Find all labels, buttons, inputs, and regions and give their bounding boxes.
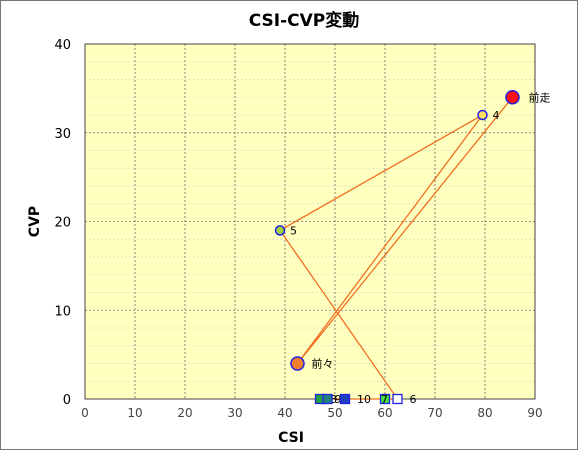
point-label: 10 [357,393,371,406]
point-marker [339,393,351,405]
x-tick-label: 20 [177,406,192,420]
plot-border [84,43,536,400]
x-tick-label: 0 [81,406,89,420]
x-tick-label: 90 [527,406,542,420]
point-marker [274,225,286,236]
x-tick-label: 60 [377,406,392,420]
point-label: 4 [493,109,500,122]
point-marker [379,393,391,405]
x-axis-label: CSI [278,430,304,446]
x-tick-label: 10 [127,406,142,420]
x-tick-label: 70 [427,406,442,420]
point-label: 9 [335,393,342,406]
point-label: 7 [381,393,388,406]
x-tick-label: 50 [327,406,342,420]
y-tick-label: 30 [54,127,71,142]
point-label: 前々 [312,357,334,371]
point-marker [392,393,403,405]
point-label: 前走 [529,90,551,104]
point-marker [477,109,488,121]
x-tick-label: 80 [477,406,492,420]
y-tick-label: 40 [54,38,71,53]
y-axis-label: CVP [27,206,43,237]
y-tick-label: 20 [54,216,71,231]
point-label: 6 [410,393,417,406]
point-marker [505,90,520,105]
y-tick-label: 10 [54,304,71,319]
point-marker [322,393,333,405]
x-tick-label: 40 [277,406,292,420]
point-label: 8 [330,393,337,406]
chart-title: CSI-CVP変動 [249,10,360,31]
point-label: 5 [290,224,297,237]
point-marker [290,356,305,371]
y-tick-label: 0 [63,393,71,408]
x-tick-label: 30 [227,406,242,420]
